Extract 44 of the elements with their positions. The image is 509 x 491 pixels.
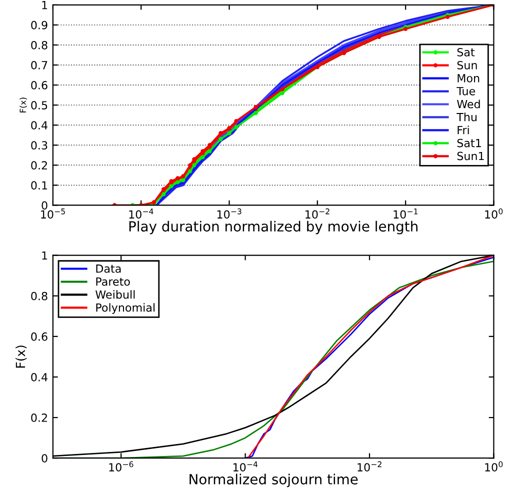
y-tick-label: 0.4 bbox=[31, 121, 48, 130]
y-tick-label: 0.4 bbox=[31, 372, 48, 382]
y-axis-title: F(x) bbox=[20, 98, 27, 112]
x-tick-label: 10$^{−4}$ bbox=[233, 461, 258, 472]
legend-label: Sat bbox=[457, 48, 475, 56]
y-tick-label: 0.1 bbox=[31, 181, 48, 190]
y-tick-label: 0.9 bbox=[31, 20, 48, 30]
y-tick-label: 0.8 bbox=[31, 40, 48, 50]
y-tick-label: 1 bbox=[42, 251, 48, 260]
y-tick-label: 0.6 bbox=[31, 332, 48, 341]
legend-label: Pareto bbox=[96, 278, 130, 286]
legend-label: Weibull bbox=[96, 290, 135, 299]
legend-label: Thu bbox=[456, 112, 476, 122]
y-tick-label: 0 bbox=[42, 201, 48, 210]
y-tick-label: 0.3 bbox=[31, 141, 48, 150]
legend-label: Polynomial bbox=[96, 303, 155, 314]
y-tick-label: 0.6 bbox=[31, 81, 48, 90]
y-tick-label: 0.2 bbox=[31, 161, 47, 170]
y-axis-title: F(x) bbox=[16, 346, 27, 368]
y-tick-label: 0 bbox=[42, 454, 48, 462]
legend-label: Fri bbox=[458, 126, 469, 134]
x-tick-label: 10$^{0}$ bbox=[485, 208, 503, 219]
x-tick-label: 10$^{−2}$ bbox=[306, 208, 330, 219]
y-tick-label: 0.5 bbox=[31, 101, 48, 110]
x-tick-label: 10$^{0}$ bbox=[485, 461, 503, 472]
y-tick-label: 0.8 bbox=[31, 292, 48, 300]
legend-label: Tue bbox=[456, 87, 476, 96]
y-tick-label: 0.2 bbox=[31, 414, 47, 422]
x-axis-title: Normalized sojourn time bbox=[190, 474, 358, 488]
legend-label: Sun1 bbox=[457, 152, 484, 160]
y-tick-label: 1 bbox=[42, 1, 48, 10]
legend-label: Data bbox=[96, 264, 121, 273]
legend-label: Sat1 bbox=[457, 138, 481, 148]
x-tick-label: 10$^{−5}$ bbox=[41, 208, 65, 219]
x-tick-label: 10$^{−2}$ bbox=[358, 461, 382, 472]
y-tick-label: 0.7 bbox=[31, 60, 48, 70]
x-tick-label: 10$^{−6}$ bbox=[109, 461, 134, 472]
x-tick-label: 10$^{−1}$ bbox=[394, 208, 418, 219]
legend-label: Mon bbox=[458, 74, 480, 82]
legend-label: Wed bbox=[457, 100, 480, 108]
x-axis-title: Play duration normalized by movie length bbox=[129, 220, 418, 234]
x-tick-label: 10$^{−3}$ bbox=[217, 208, 242, 219]
legend-label: Sun bbox=[457, 60, 477, 70]
x-tick-label: 10$^{−4}$ bbox=[129, 208, 154, 219]
